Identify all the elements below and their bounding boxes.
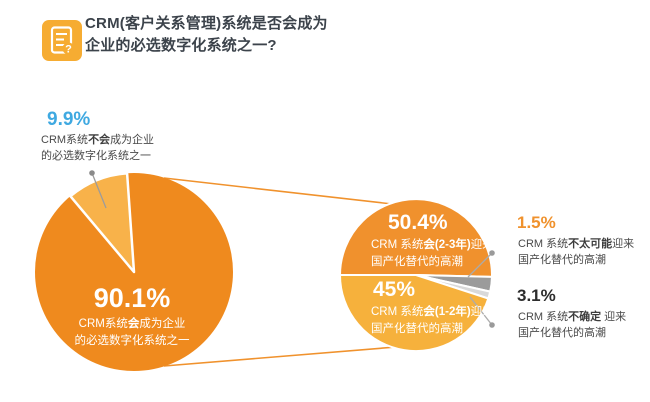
note-line: 国产化替代的高潮 [518, 327, 606, 339]
label-90-1-percent: 90.1% [93, 283, 171, 313]
pie-slice-9-9 [69, 171, 136, 274]
title-line-2: 企业的必选数字化系统之一? [85, 37, 277, 54]
label-3-1-note: CRM 系统不确定 迎来 国产化替代的高潮 [518, 309, 626, 341]
label-1-5-percent: 1.5% [517, 213, 556, 232]
leader-dot-9-9 [89, 170, 95, 176]
lens-line-top [163, 177, 393, 205]
note-line: CRM系统不会成为企业 [41, 134, 155, 146]
title-line-1: CRM(客户关系管理)系统是否会成为 [85, 15, 328, 32]
label-90-1-note: CRM系统会成为企业 的必选数字化系统之一 [32, 316, 232, 349]
label-1-5-note: CRM 系统不太可能迎来 国产化替代的高潮 [518, 236, 634, 268]
pie-slice-50-4 [339, 198, 493, 278]
leader-line-3-1 [469, 296, 493, 326]
leader-dot-1-5 [489, 250, 495, 256]
label-50-4-percent: 50.4% [388, 211, 448, 234]
leader-line-1-5 [467, 252, 493, 278]
survey-question-icon: ? [42, 20, 82, 61]
note-line: CRM 系统会(2-3年)迎来 [371, 239, 494, 251]
note-line: 的必选数字化系统之一 [74, 334, 190, 347]
note-line: 国产化替代的高潮 [371, 323, 463, 335]
note-line: CRM 系统会(1-2年)迎来 [371, 306, 494, 318]
leader-line-9-9 [91, 172, 107, 209]
label-45-note: CRM 系统会(1-2年)迎来 国产化替代的高潮 [371, 304, 494, 338]
pie-slice-45 [339, 274, 490, 353]
label-50-4-note: CRM 系统会(2-3年)迎来 国产化替代的高潮 [371, 237, 494, 271]
note-line: CRM 系统不太可能迎来 [518, 238, 635, 250]
note-line: 国产化替代的高潮 [518, 254, 606, 266]
lens-line-bottom [163, 346, 397, 367]
note-line: 国产化替代的高潮 [371, 256, 463, 268]
leader-dot-3-1 [489, 322, 495, 328]
note-line: CRM系统会成为企业 [78, 318, 186, 330]
svg-text:?: ? [65, 44, 72, 56]
label-3-1-percent: 3.1% [517, 286, 556, 305]
note-line: 的必选数字化系统之一 [41, 150, 151, 162]
label-9-9-note: CRM系统不会成为企业 的必选数字化系统之一 [41, 132, 154, 164]
label-9-9-percent: 9.9% [47, 109, 91, 130]
page-title: CRM(客户关系管理)系统是否会成为 企业的必选数字化系统之一? [85, 13, 425, 57]
label-45-percent: 45% [373, 278, 416, 301]
note-line: CRM 系统不确定 迎来 [518, 311, 627, 323]
